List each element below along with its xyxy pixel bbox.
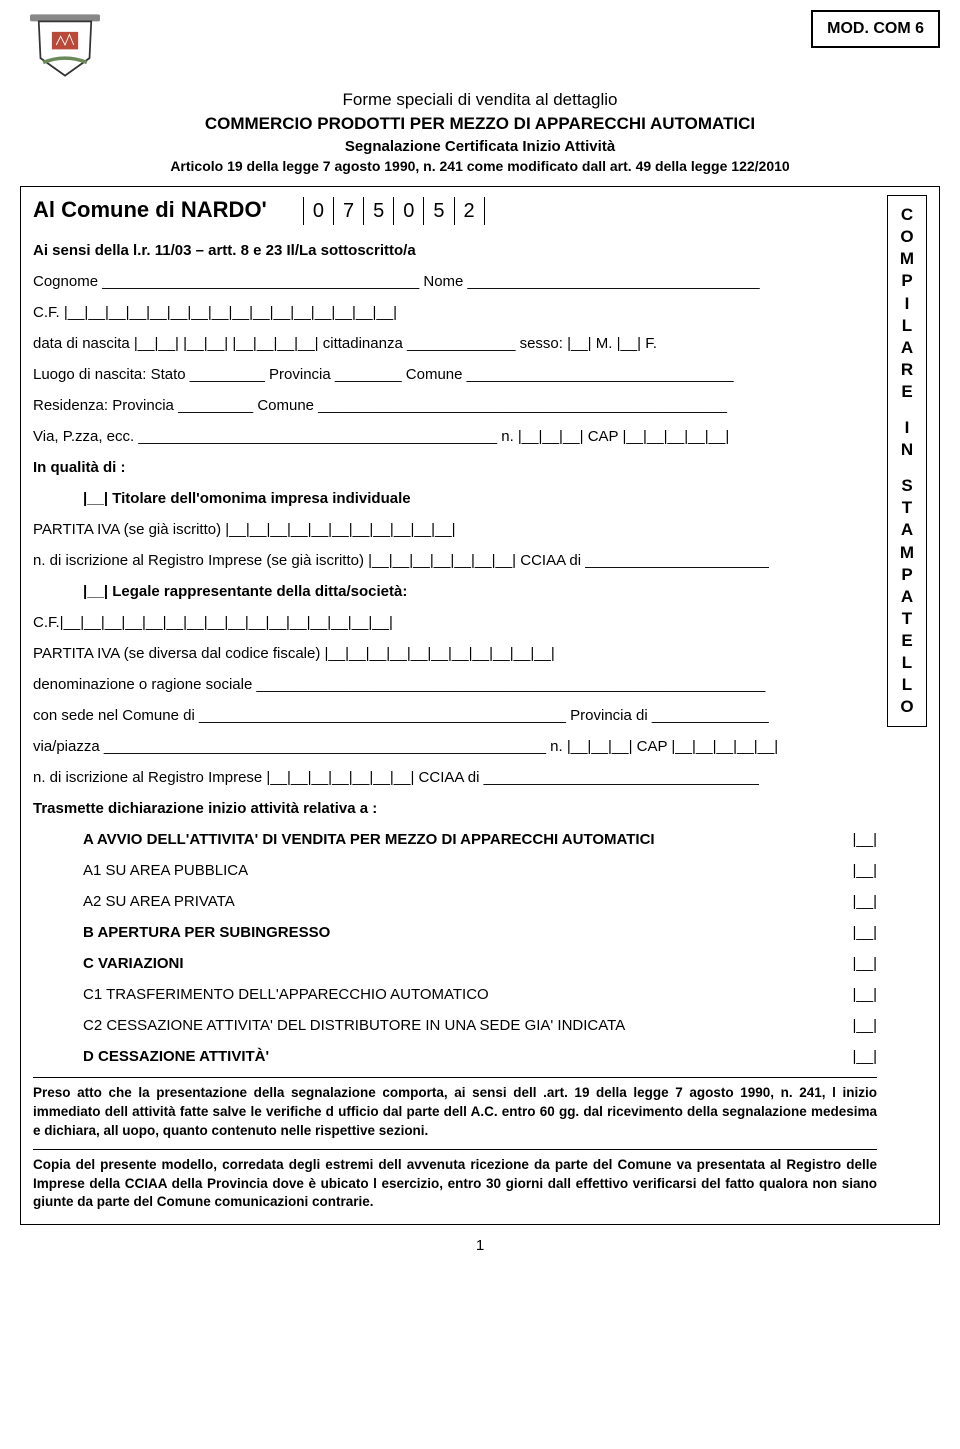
nascita-line[interactable]: data di nascita |__|__| |__|__| |__|__|_…: [33, 333, 877, 354]
opt-a1-box[interactable]: |__|: [853, 860, 877, 881]
opt-a2[interactable]: A2 SU AREA PRIVATA |__|: [83, 891, 877, 912]
opt-c1-box[interactable]: |__|: [853, 984, 877, 1005]
code-digit: 0: [393, 197, 423, 225]
code-digit: 5: [423, 197, 453, 225]
opt-c-text: C VARIAZIONI: [83, 953, 184, 974]
header-block: Forme speciali di vendita al dettaglio C…: [20, 88, 940, 176]
piva1-line[interactable]: PARTITA IVA (se già iscritto) |__|__|__|…: [33, 519, 877, 540]
side-letter: A: [892, 337, 922, 359]
cognome-line[interactable]: Cognome ________________________________…: [33, 271, 877, 292]
side-letter: E: [892, 381, 922, 403]
side-letter: M: [892, 542, 922, 564]
note2: Copia del presente modello, corredata de…: [33, 1149, 877, 1213]
opt-a[interactable]: A AVVIO DELL'ATTIVITA' DI VENDITA PER ME…: [83, 829, 877, 850]
side-letter: C: [892, 204, 922, 226]
mod-label: MOD. COM 6: [811, 10, 940, 48]
side-letter: O: [892, 226, 922, 248]
form-area: Al Comune di NARDO' 0 7 5 0 5 2 Ai sensi…: [33, 195, 877, 1212]
opt-b[interactable]: B APERTURA PER SUBINGRESSO |__|: [83, 922, 877, 943]
opt-d-text: D CESSAZIONE ATTIVITÀ': [83, 1046, 269, 1067]
opt-a-text: A AVVIO DELL'ATTIVITA' DI VENDITA PER ME…: [83, 829, 655, 850]
opt-d-box[interactable]: |__|: [853, 1046, 877, 1067]
side-letter: E: [892, 630, 922, 652]
luogo-line[interactable]: Luogo di nascita: Stato _________ Provin…: [33, 364, 877, 385]
opt-b-text: B APERTURA PER SUBINGRESSO: [83, 922, 330, 943]
header-line3: Segnalazione Certificata Inizio Attività: [20, 136, 940, 157]
crest-logo: [20, 10, 110, 80]
denom-line[interactable]: denominazione o ragione sociale ________…: [33, 674, 877, 695]
side-letter: I: [892, 417, 922, 439]
cf2-line[interactable]: C.F.|__|__|__|__|__|__|__|__|__|__|__|__…: [33, 612, 877, 633]
side-instruction-box: C O M P I L A R E I N S T A M P A T E L …: [887, 195, 927, 727]
opt-c2[interactable]: C2 CESSAZIONE ATTIVITA' DEL DISTRIBUTORE…: [83, 1015, 877, 1036]
side-letter: T: [892, 608, 922, 630]
code-digit: 0: [303, 197, 333, 225]
comune-title: Al Comune di NARDO' 0 7 5 0 5 2: [33, 195, 877, 226]
opt-a2-text: A2 SU AREA PRIVATA: [83, 891, 235, 912]
qualita-label: In qualità di :: [33, 457, 877, 478]
iscr1-line[interactable]: n. di iscrizione al Registro Imprese (se…: [33, 550, 877, 571]
side-letter: R: [892, 359, 922, 381]
side-letter: T: [892, 497, 922, 519]
side-letter: P: [892, 564, 922, 586]
side-letter: M: [892, 248, 922, 270]
header-line2: COMMERCIO PRODOTTI PER MEZZO DI APPARECC…: [20, 112, 940, 136]
opt-c1[interactable]: C1 TRASFERIMENTO DELL'APPARECCHIO AUTOMA…: [83, 984, 877, 1005]
opt-c1-text: C1 TRASFERIMENTO DELL'APPARECCHIO AUTOMA…: [83, 984, 489, 1005]
opt-a-box[interactable]: |__|: [853, 829, 877, 850]
side-letter: O: [892, 696, 922, 718]
opt-a1[interactable]: A1 SU AREA PUBBLICA |__|: [83, 860, 877, 881]
side-letter: N: [892, 439, 922, 461]
side-letter: P: [892, 270, 922, 292]
opt-c[interactable]: C VARIAZIONI |__|: [83, 953, 877, 974]
iscr2-line[interactable]: n. di iscrizione al Registro Imprese |__…: [33, 767, 877, 788]
side-letter: A: [892, 586, 922, 608]
side-letter: I: [892, 293, 922, 315]
opt-d[interactable]: D CESSAZIONE ATTIVITÀ' |__|: [83, 1046, 877, 1067]
opt-titolare[interactable]: |__| Titolare dell'omonima impresa indiv…: [83, 488, 877, 509]
side-letter: A: [892, 519, 922, 541]
opt-a1-text: A1 SU AREA PUBBLICA: [83, 860, 248, 881]
trasmette-label: Trasmette dichiarazione inizio attività …: [33, 798, 877, 819]
opt-legale[interactable]: |__| Legale rappresentante della ditta/s…: [83, 581, 877, 602]
header-line4: Articolo 19 della legge 7 agosto 1990, n…: [20, 157, 940, 177]
code-digit: 2: [454, 197, 485, 225]
viapiazza-line[interactable]: via/piazza _____________________________…: [33, 736, 877, 757]
sede-line[interactable]: con sede nel Comune di _________________…: [33, 705, 877, 726]
page-number: 1: [20, 1235, 940, 1256]
side-letter: L: [892, 652, 922, 674]
comune-code: 0 7 5 0 5 2: [303, 197, 485, 225]
side-letter: S: [892, 475, 922, 497]
sensi-line: Ai sensi della l.r. 11/03 – artt. 8 e 23…: [33, 240, 877, 261]
title-prefix: Al Comune di NARDO': [33, 197, 267, 222]
code-digit: 5: [363, 197, 393, 225]
note1: Preso atto che la presentazione della se…: [33, 1077, 877, 1141]
opt-c2-text: C2 CESSAZIONE ATTIVITA' DEL DISTRIBUTORE…: [83, 1015, 625, 1036]
via-line[interactable]: Via, P.zza, ecc. _______________________…: [33, 426, 877, 447]
piva2-line[interactable]: PARTITA IVA (se diversa dal codice fisca…: [33, 643, 877, 664]
opt-c2-box[interactable]: |__|: [853, 1015, 877, 1036]
code-digit: 7: [333, 197, 363, 225]
cf-line[interactable]: C.F. |__|__|__|__|__|__|__|__|__|__|__|_…: [33, 302, 877, 323]
header-line1: Forme speciali di vendita al dettaglio: [20, 88, 940, 112]
side-letter: L: [892, 674, 922, 696]
opt-c-box[interactable]: |__|: [853, 953, 877, 974]
opt-a2-box[interactable]: |__|: [853, 891, 877, 912]
side-letter: L: [892, 315, 922, 337]
residenza-line[interactable]: Residenza: Provincia _________ Comune __…: [33, 395, 877, 416]
opt-b-box[interactable]: |__|: [853, 922, 877, 943]
